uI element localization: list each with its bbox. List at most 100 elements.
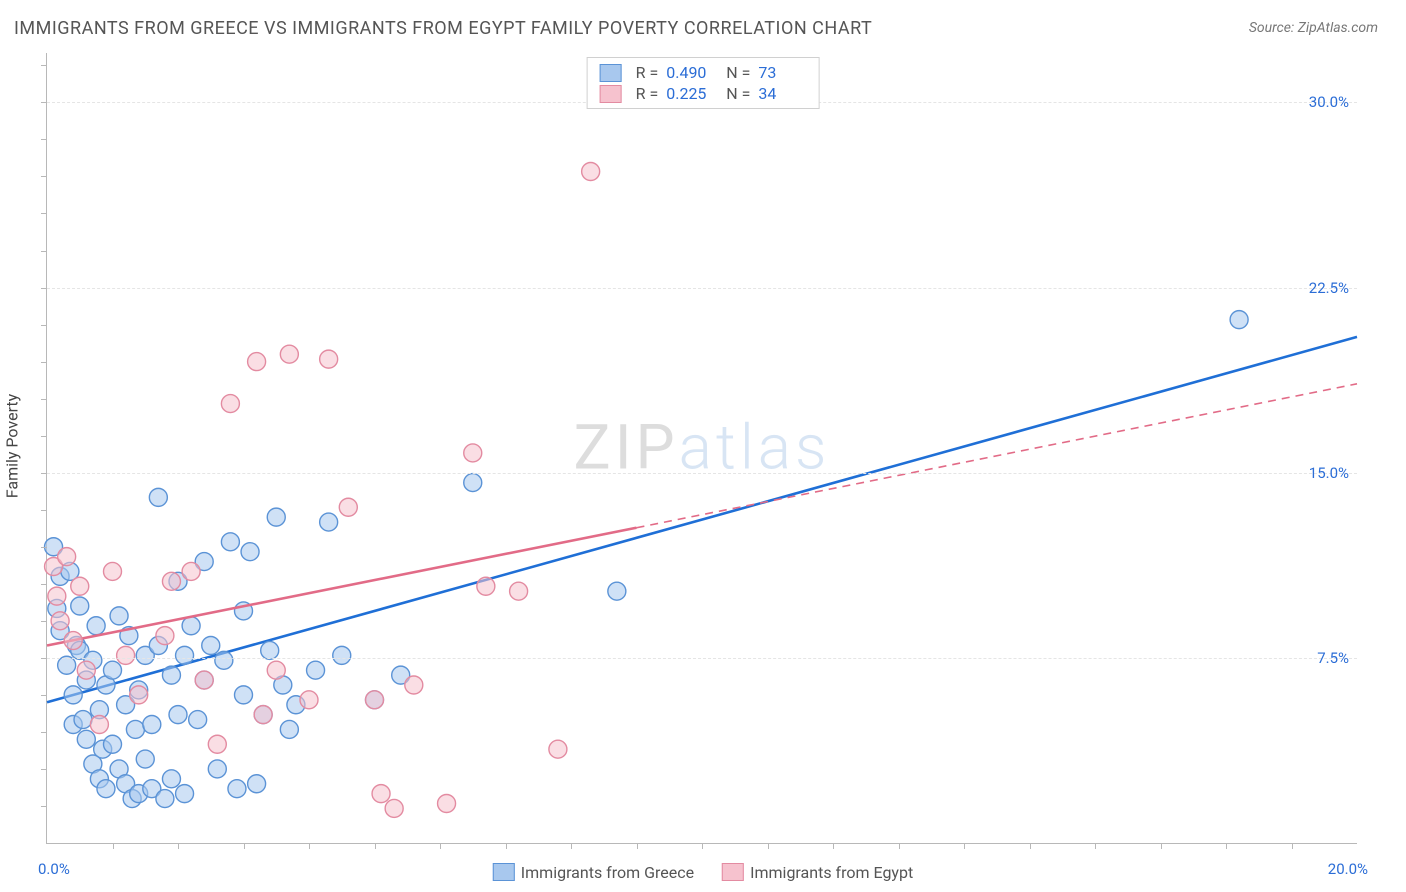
data-point-egypt <box>280 345 298 363</box>
data-point-egypt <box>48 587 66 605</box>
y-tick-label: 22.5% <box>1309 279 1349 297</box>
x-minor-tick <box>637 843 638 849</box>
data-point-greece <box>77 730 95 748</box>
plot-area: ZIPatlas 7.5%15.0%22.5%30.0% <box>46 53 1357 844</box>
x-minor-tick <box>1030 843 1031 849</box>
legend-label: Immigrants from Egypt <box>750 863 913 882</box>
y-minor-tick <box>41 102 47 103</box>
data-point-egypt <box>510 582 528 600</box>
stats-row-greece: R =0.490 N =73 <box>600 62 807 83</box>
gridline <box>47 473 1357 474</box>
data-point-egypt <box>130 686 148 704</box>
legend-swatch-egypt <box>722 863 744 881</box>
y-minor-tick <box>41 325 47 326</box>
x-minor-tick <box>899 843 900 849</box>
data-point-egypt <box>182 562 200 580</box>
stats-row-egypt: R =0.225 N =34 <box>600 83 807 104</box>
stats-n-label: N = <box>722 84 750 103</box>
data-point-greece <box>248 775 266 793</box>
y-minor-tick <box>41 288 47 289</box>
x-minor-tick <box>1292 843 1293 849</box>
x-minor-tick <box>1161 843 1162 849</box>
stats-legend: R =0.490 N =73R =0.225 N =34 <box>587 57 820 109</box>
x-minor-tick <box>506 843 507 849</box>
data-point-egypt <box>58 548 76 566</box>
data-point-greece <box>169 706 187 724</box>
y-minor-tick <box>41 769 47 770</box>
x-minor-tick <box>178 843 179 849</box>
data-point-greece <box>136 750 154 768</box>
data-point-egypt <box>549 740 567 758</box>
data-point-greece <box>104 661 122 679</box>
data-point-egypt <box>64 632 82 650</box>
stats-r-label: R = <box>636 84 659 103</box>
x-minor-tick <box>244 843 245 849</box>
data-point-greece <box>215 651 233 669</box>
data-point-egypt <box>405 676 423 694</box>
stats-r-value: 0.225 <box>666 84 714 103</box>
x-minor-tick <box>702 843 703 849</box>
data-point-egypt <box>248 353 266 371</box>
data-point-greece <box>156 790 174 808</box>
y-minor-tick <box>41 621 47 622</box>
data-point-greece <box>182 617 200 635</box>
data-point-egypt <box>51 612 69 630</box>
x-minor-tick <box>833 843 834 849</box>
y-minor-tick <box>41 139 47 140</box>
data-point-greece <box>608 582 626 600</box>
data-point-greece <box>143 716 161 734</box>
y-minor-tick <box>41 510 47 511</box>
data-point-egypt <box>156 627 174 645</box>
data-point-egypt <box>438 795 456 813</box>
data-point-greece <box>1230 311 1248 329</box>
data-point-egypt <box>267 661 285 679</box>
data-point-greece <box>97 780 115 798</box>
stats-r-label: R = <box>636 63 659 82</box>
legend-label: Immigrants from Greece <box>521 863 694 882</box>
y-minor-tick <box>41 695 47 696</box>
data-point-greece <box>202 637 220 655</box>
data-point-egypt <box>104 562 122 580</box>
x-minor-tick <box>309 843 310 849</box>
data-point-greece <box>320 513 338 531</box>
y-axis-title: Family Poverty <box>3 394 22 498</box>
data-point-greece <box>74 711 92 729</box>
y-minor-tick <box>41 658 47 659</box>
y-minor-tick <box>41 547 47 548</box>
data-point-egypt <box>385 799 403 817</box>
y-minor-tick <box>41 362 47 363</box>
x-minor-tick <box>964 843 965 849</box>
data-point-egypt <box>300 691 318 709</box>
gridline <box>47 288 1357 289</box>
data-point-greece <box>235 686 253 704</box>
stats-r-value: 0.490 <box>666 63 714 82</box>
trend-line-egypt <box>47 528 637 646</box>
legend-item-egypt: Immigrants from Egypt <box>722 863 913 882</box>
data-point-egypt <box>464 444 482 462</box>
data-point-greece <box>267 508 285 526</box>
data-point-greece <box>208 760 226 778</box>
x-minor-tick <box>1226 843 1227 849</box>
data-point-greece <box>280 720 298 738</box>
data-point-egypt <box>117 646 135 664</box>
data-point-greece <box>464 474 482 492</box>
data-point-greece <box>307 661 325 679</box>
y-minor-tick <box>41 65 47 66</box>
data-point-greece <box>241 543 259 561</box>
data-point-egypt <box>71 577 89 595</box>
legend-item-greece: Immigrants from Greece <box>493 863 694 882</box>
data-point-greece <box>162 770 180 788</box>
x-axis-end-label: 20.0% <box>1328 860 1368 878</box>
stats-n-value: 73 <box>758 63 806 82</box>
y-tick-label: 30.0% <box>1309 93 1349 111</box>
data-point-egypt <box>582 163 600 181</box>
data-point-greece <box>87 617 105 635</box>
stats-swatch-egypt <box>600 85 622 103</box>
data-point-egypt <box>221 395 239 413</box>
x-minor-tick <box>375 843 376 849</box>
gridline <box>47 658 1357 659</box>
y-minor-tick <box>41 473 47 474</box>
stats-swatch-greece <box>600 64 622 82</box>
data-point-egypt <box>77 661 95 679</box>
data-point-egypt <box>90 716 108 734</box>
